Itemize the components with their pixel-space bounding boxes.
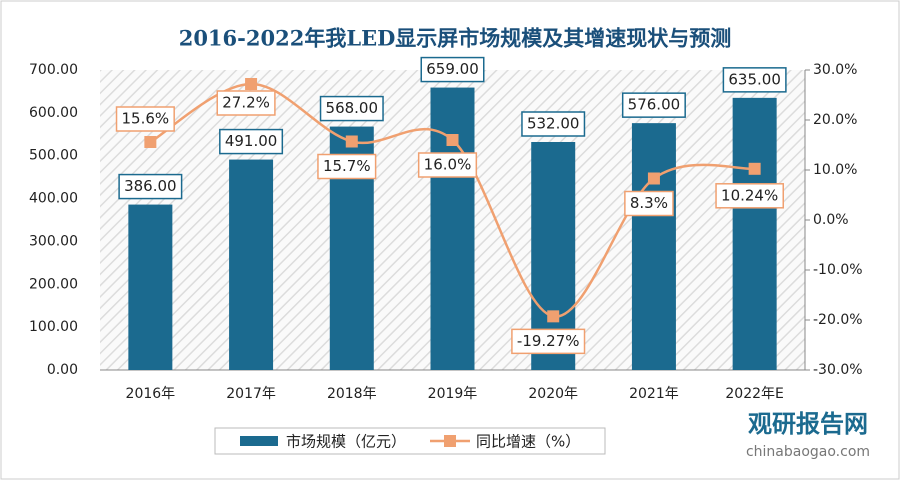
line-marker (547, 310, 560, 323)
bar-value-label-box (219, 128, 284, 155)
bar-value-label-box (420, 56, 485, 83)
bar (631, 123, 676, 371)
line-value-label-box (624, 190, 674, 217)
bar-value-label-box (722, 67, 787, 93)
y-tick-label: 600.00 (29, 105, 78, 121)
watermark-url: chinabaogao.com (746, 444, 870, 460)
x-tick-label: 2022年E (725, 386, 783, 402)
line-value-label-box (715, 183, 784, 209)
line-value-label: 10.24% (721, 186, 778, 204)
line-value-label-box (216, 90, 276, 116)
bar (732, 97, 777, 370)
y2-tick-label: -10.0% (813, 262, 863, 278)
y-tick-label: 200.00 (29, 276, 78, 292)
y2-tick-label: -30.0% (813, 362, 863, 378)
y-tick-label: 500.00 (29, 148, 78, 164)
x-tick-label: 2016年 (126, 386, 176, 402)
chart-title: 2016-2022年我LED显示屏市场规模及其增速现状与预测 (179, 26, 732, 51)
watermark-name: 观研报告网 (748, 410, 868, 438)
bar-value-label: 386.00 (124, 177, 177, 195)
line-value-label: -19.27% (517, 332, 580, 350)
legend-label: 市场规模（亿元） (286, 433, 406, 451)
y-tick-label: 100.00 (29, 319, 78, 335)
y-tick-label: 0.00 (47, 362, 78, 378)
line-marker (345, 135, 358, 148)
x-tick-label: 2021年 (629, 386, 679, 402)
line-value-label-box (317, 153, 377, 180)
bar-value-label: 568.00 (326, 99, 379, 117)
y2-tick-label: 0.0% (813, 212, 849, 228)
legend-label: 同比增速（%） (476, 433, 580, 451)
bar-value-label-box (521, 111, 586, 137)
bar-value-label: 576.00 (628, 96, 681, 114)
x-tick-label: 2019年 (428, 386, 478, 402)
line-marker (446, 134, 459, 146)
line-value-label-box (511, 328, 586, 355)
line-value-label: 16.0% (424, 156, 472, 174)
x-tick-label: 2020年 (528, 386, 578, 402)
bar-value-label-box (621, 92, 686, 118)
bar (229, 159, 274, 370)
x-tick-label: 2017年 (226, 386, 276, 402)
line-value-label: 8.3% (630, 194, 668, 212)
y2-tick-label: 10.0% (813, 162, 857, 178)
line-value-label-box (417, 152, 478, 178)
line-value-label-box (115, 106, 175, 132)
line-marker (144, 136, 157, 148)
x-tick-label: 2018年 (327, 386, 377, 402)
bar-value-label: 659.00 (426, 60, 479, 78)
line-marker (245, 78, 258, 90)
line-value-label: 15.7% (323, 157, 371, 175)
y2-tick-label: 30.0% (813, 62, 857, 78)
line-marker (647, 172, 660, 185)
bar-value-label: 635.00 (728, 70, 781, 88)
y2-tick-label: 20.0% (813, 112, 857, 128)
y-tick-label: 400.00 (29, 191, 78, 207)
legend-marker (444, 435, 456, 447)
legend-swatch (240, 436, 278, 446)
bar-value-label: 532.00 (527, 115, 580, 133)
line-marker (748, 162, 761, 175)
line-value-label: 27.2% (222, 94, 270, 112)
y-tick-label: 300.00 (29, 233, 78, 249)
bar-value-label-box (118, 173, 183, 200)
bar-value-label-box (319, 95, 384, 122)
y-tick-label: 700.00 (29, 62, 78, 78)
bar-value-label: 491.00 (225, 132, 278, 150)
y2-tick-label: -20.0% (813, 312, 863, 328)
bar (128, 204, 173, 370)
legend-box (214, 427, 606, 455)
line-value-label: 15.6% (122, 110, 170, 128)
